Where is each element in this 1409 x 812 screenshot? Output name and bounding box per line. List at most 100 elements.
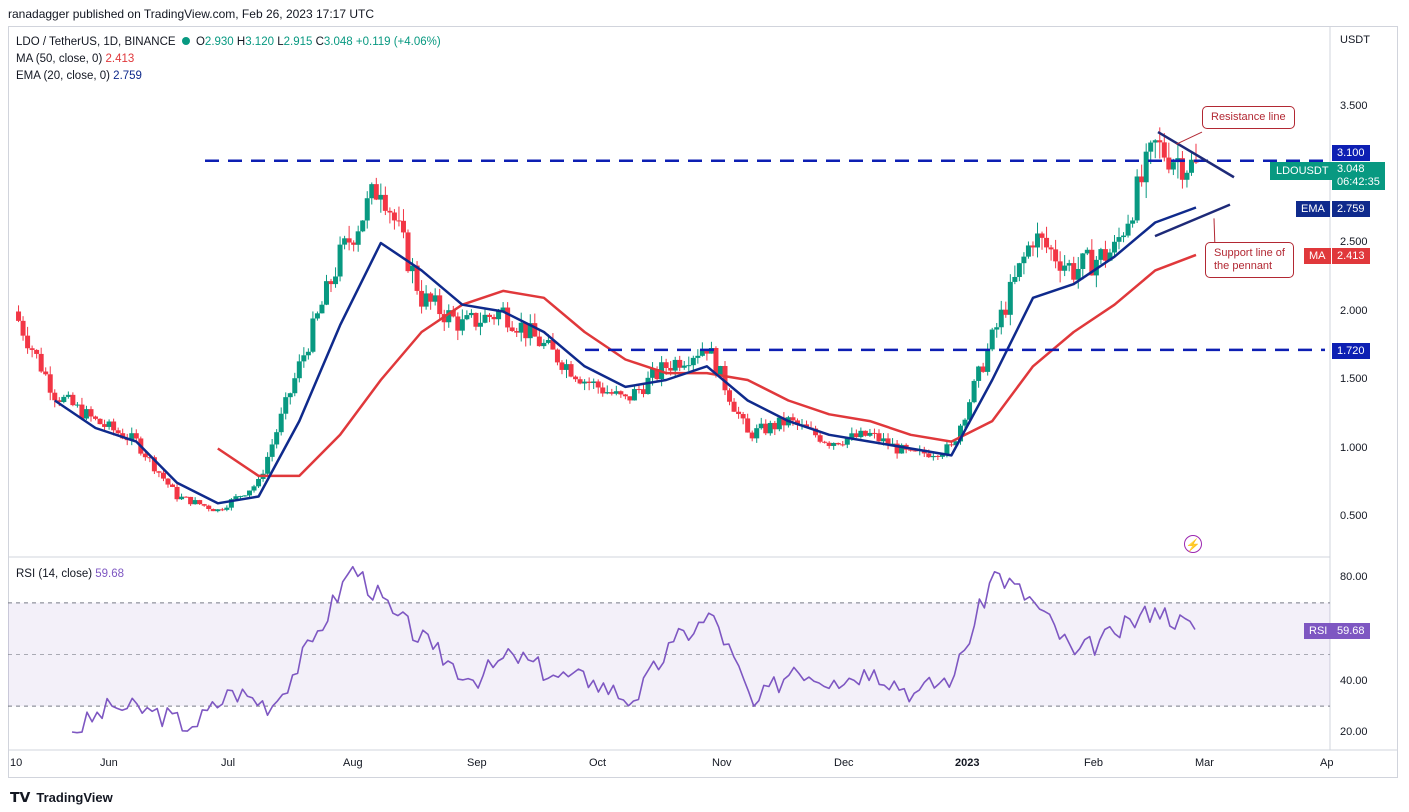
candle-body [278,413,284,433]
candle-body [496,311,502,320]
candle-body [527,323,533,339]
candle-body [1062,265,1068,271]
candle-body [115,430,121,434]
candle-body [681,365,687,368]
candle-body [853,433,859,438]
symbol-name: LDO / TetherUS, 1D, BINANCE [16,36,176,48]
candle-body [822,441,828,443]
candle-body [391,212,397,221]
candle-body [690,357,696,366]
candle-body [246,490,252,496]
candle-body [387,210,393,213]
candle-body [631,389,637,401]
candle-body [1084,249,1090,254]
candle-body [763,423,769,434]
candle-body [663,362,669,368]
candle-body [971,380,977,403]
candle-body [355,231,361,245]
candle-body [1134,176,1140,221]
time-tick: Nov [712,757,732,769]
candle-body [564,364,570,370]
candle-body [314,313,320,319]
candle-body [976,366,982,381]
price-tick: 2.000 [1340,305,1368,317]
candle-body [287,393,293,398]
chart-frame [8,26,1398,778]
candle-body [56,400,62,403]
support-trend-line [1154,203,1231,238]
candle-body [668,367,674,371]
candle-body [269,444,275,457]
candle-body [83,409,89,419]
candle-body [518,322,524,333]
candle-body [1161,142,1167,158]
candle-body [523,322,529,339]
candle-body [233,496,239,500]
candle-body [29,348,35,350]
candle-body [776,417,782,430]
candle-body [414,265,420,291]
candle-body [102,424,108,427]
candle-body [627,396,633,401]
candle-body [985,349,991,372]
candle-body [704,350,710,354]
candle-body [183,496,189,498]
candle-body [237,496,243,498]
candle-body [400,220,406,233]
candle-body [437,295,443,315]
candle-body [831,442,837,446]
candle-body [265,456,271,474]
candle-body [346,238,352,243]
high-value: 3.120 [245,36,274,48]
candle-body [323,281,329,305]
candle-body [1143,151,1149,183]
candle-body [871,432,877,434]
candle-body [962,419,968,426]
candle-body [867,432,873,436]
candle-body [129,433,135,441]
candle-body [1034,233,1040,248]
candle-body [224,507,230,510]
candle-body [156,471,162,473]
candle-body [930,455,936,458]
price-tick: 2.500 [1340,236,1368,248]
candle-body [228,499,234,508]
time-tick: Jul [221,757,236,769]
lightning-icon[interactable]: ⚡ [1184,535,1202,553]
candle-body [459,319,465,331]
candle-body [794,420,800,425]
candle-body [595,381,601,388]
candle-body [772,422,778,430]
candle-body [536,336,542,347]
candle-body [677,359,683,368]
candle-body [428,293,434,302]
candle-body [894,443,900,454]
tradingview-logo[interactable]: 𝗧𝗩 TradingView [10,789,113,806]
candle-body [179,496,185,500]
candle-body [1111,241,1117,253]
last-price-tag: 3.048 06:42:35 [1332,162,1385,190]
ema-value-tag: 2.759 [1332,201,1370,217]
candle-body [559,362,565,370]
candle-body [600,387,606,394]
rsi-band [8,602,1330,707]
candle-body [813,428,819,436]
candle-body [43,371,49,375]
candle-body [142,453,148,458]
candle-body [1139,176,1145,183]
candle-body [419,290,425,307]
candle-body [61,396,67,403]
candle-body [758,423,764,429]
rsi-name-tag: RSI [1304,623,1333,639]
candle-body [604,392,610,394]
rsi-legend-value: 59.68 [95,568,125,580]
candle-body [468,312,474,316]
candle-body [958,425,964,442]
candle-body [967,402,973,420]
ema-name-tag: EMA [1296,201,1330,217]
candle-body [609,392,615,394]
candle-body [174,486,180,500]
rsi-tick: 40.00 [1340,675,1368,687]
ema-legend-value: 2.759 [113,70,142,82]
